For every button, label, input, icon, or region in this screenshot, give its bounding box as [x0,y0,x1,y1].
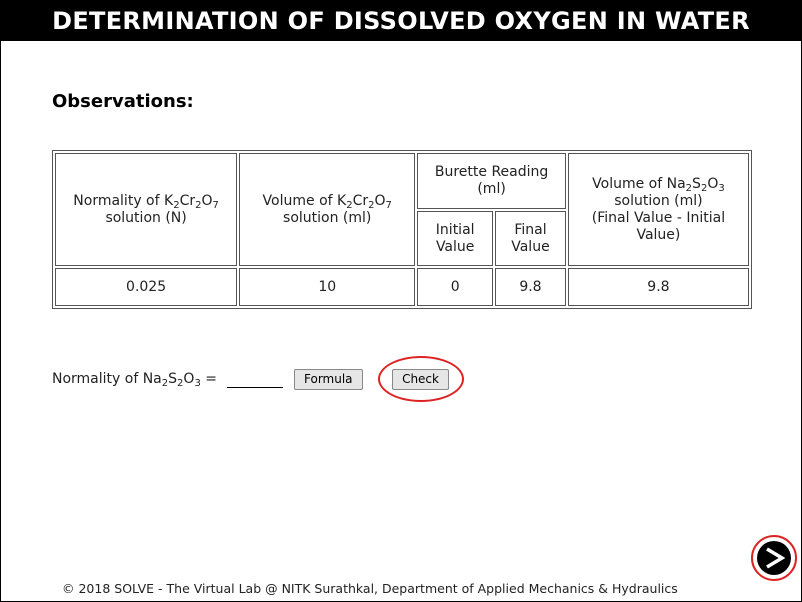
next-button-highlight [751,535,797,581]
next-arrow-icon [766,547,785,569]
header-burette-reading: Burette Reading (ml) [417,153,566,209]
normality-answer-input[interactable] [227,370,283,388]
header-volume-na2s2o3: Volume of Na2S2O3 solution (ml) (Final V… [567,153,749,266]
normality-na2s2o3-label: Normality of Na2S2O3 = [52,371,217,389]
check-button[interactable]: Check [392,368,449,390]
header-volume-k2cr2o7: Volume of K2Cr2O7 solution (ml) [239,153,416,266]
header-final-value: Final Value [495,211,566,266]
check-button-highlight: Check [377,356,464,402]
cell-initial-value: 0 [417,268,494,306]
footer-copyright: © 2018 SOLVE - The Virtual Lab @ NITK Su… [62,581,678,596]
observations-heading: Observations: [52,91,194,112]
header-normality-k2cr2o7: Normality of K2Cr2O7 solution (N) [55,153,238,266]
cell-normality: 0.025 [55,268,238,306]
page-title: DETERMINATION OF DISSOLVED OXYGEN IN WAT… [1,1,801,41]
header-initial-value: Initial Value [417,211,494,266]
observations-table: Normality of K2Cr2O7 solution (N) Volume… [52,150,752,309]
cell-volume-difference: 9.8 [567,268,749,306]
normality-answer-row: Normality of Na2S2O3 = Formula Check [52,356,464,402]
next-button[interactable] [757,541,791,575]
cell-volume: 10 [239,268,416,306]
cell-final-value: 9.8 [495,268,566,306]
formula-button[interactable]: Formula [294,368,363,390]
